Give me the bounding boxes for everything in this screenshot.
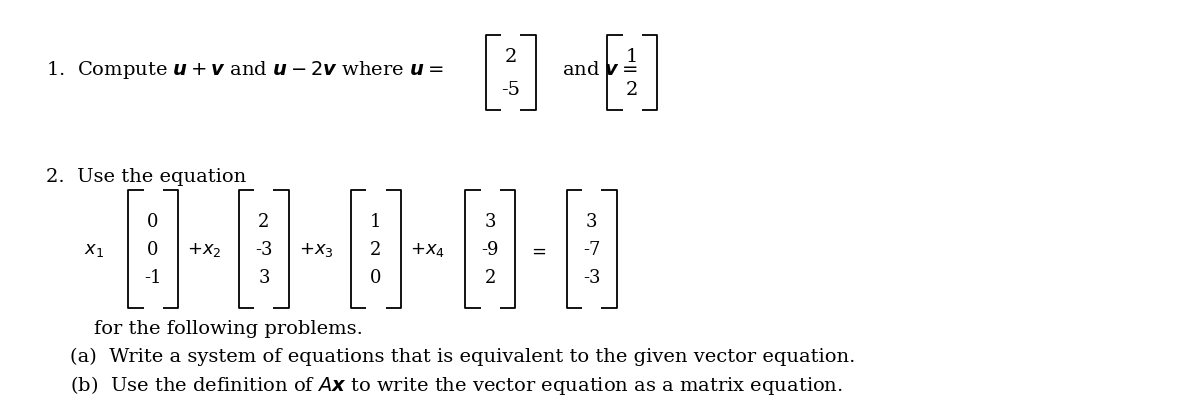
Text: 0: 0	[371, 269, 382, 287]
Text: 2: 2	[371, 241, 382, 259]
Text: $=$: $=$	[528, 241, 546, 259]
Text: 3: 3	[258, 269, 270, 287]
Text: 2.  Use the equation: 2. Use the equation	[46, 168, 246, 186]
Text: 1: 1	[371, 213, 382, 231]
Text: 2: 2	[504, 48, 517, 66]
Text: 2: 2	[485, 269, 496, 287]
Text: -1: -1	[144, 269, 162, 287]
Text: $+ x_4$: $+ x_4$	[409, 241, 445, 259]
Text: $+ x_2$: $+ x_2$	[187, 241, 222, 259]
Text: for the following problems.: for the following problems.	[94, 319, 362, 337]
Text: 0: 0	[148, 213, 158, 231]
Text: -5: -5	[502, 81, 520, 99]
Text: 1.  Compute $\boldsymbol{u} + \boldsymbol{v}$ and $\boldsymbol{u} - 2\boldsymbol: 1. Compute $\boldsymbol{u} + \boldsymbol…	[46, 59, 443, 80]
Text: 0: 0	[148, 241, 158, 259]
Text: $x_1$: $x_1$	[84, 241, 103, 259]
Text: (b)  Use the definition of $A\boldsymbol{x}$ to write the vector equation as a m: (b) Use the definition of $A\boldsymbol{…	[70, 373, 842, 396]
Text: 2: 2	[626, 81, 638, 99]
Text: -3: -3	[583, 269, 600, 287]
Text: 1: 1	[626, 48, 638, 66]
Text: 3: 3	[485, 213, 496, 231]
Text: -3: -3	[256, 241, 272, 259]
Text: -7: -7	[583, 241, 600, 259]
Text: 2: 2	[258, 213, 270, 231]
Text: -9: -9	[481, 241, 499, 259]
Text: 3: 3	[586, 213, 598, 231]
Text: $+ x_3$: $+ x_3$	[299, 241, 334, 259]
Text: (a)  Write a system of equations that is equivalent to the given vector equation: (a) Write a system of equations that is …	[70, 347, 856, 365]
Text: and $\boldsymbol{v} =$: and $\boldsymbol{v} =$	[562, 61, 637, 78]
